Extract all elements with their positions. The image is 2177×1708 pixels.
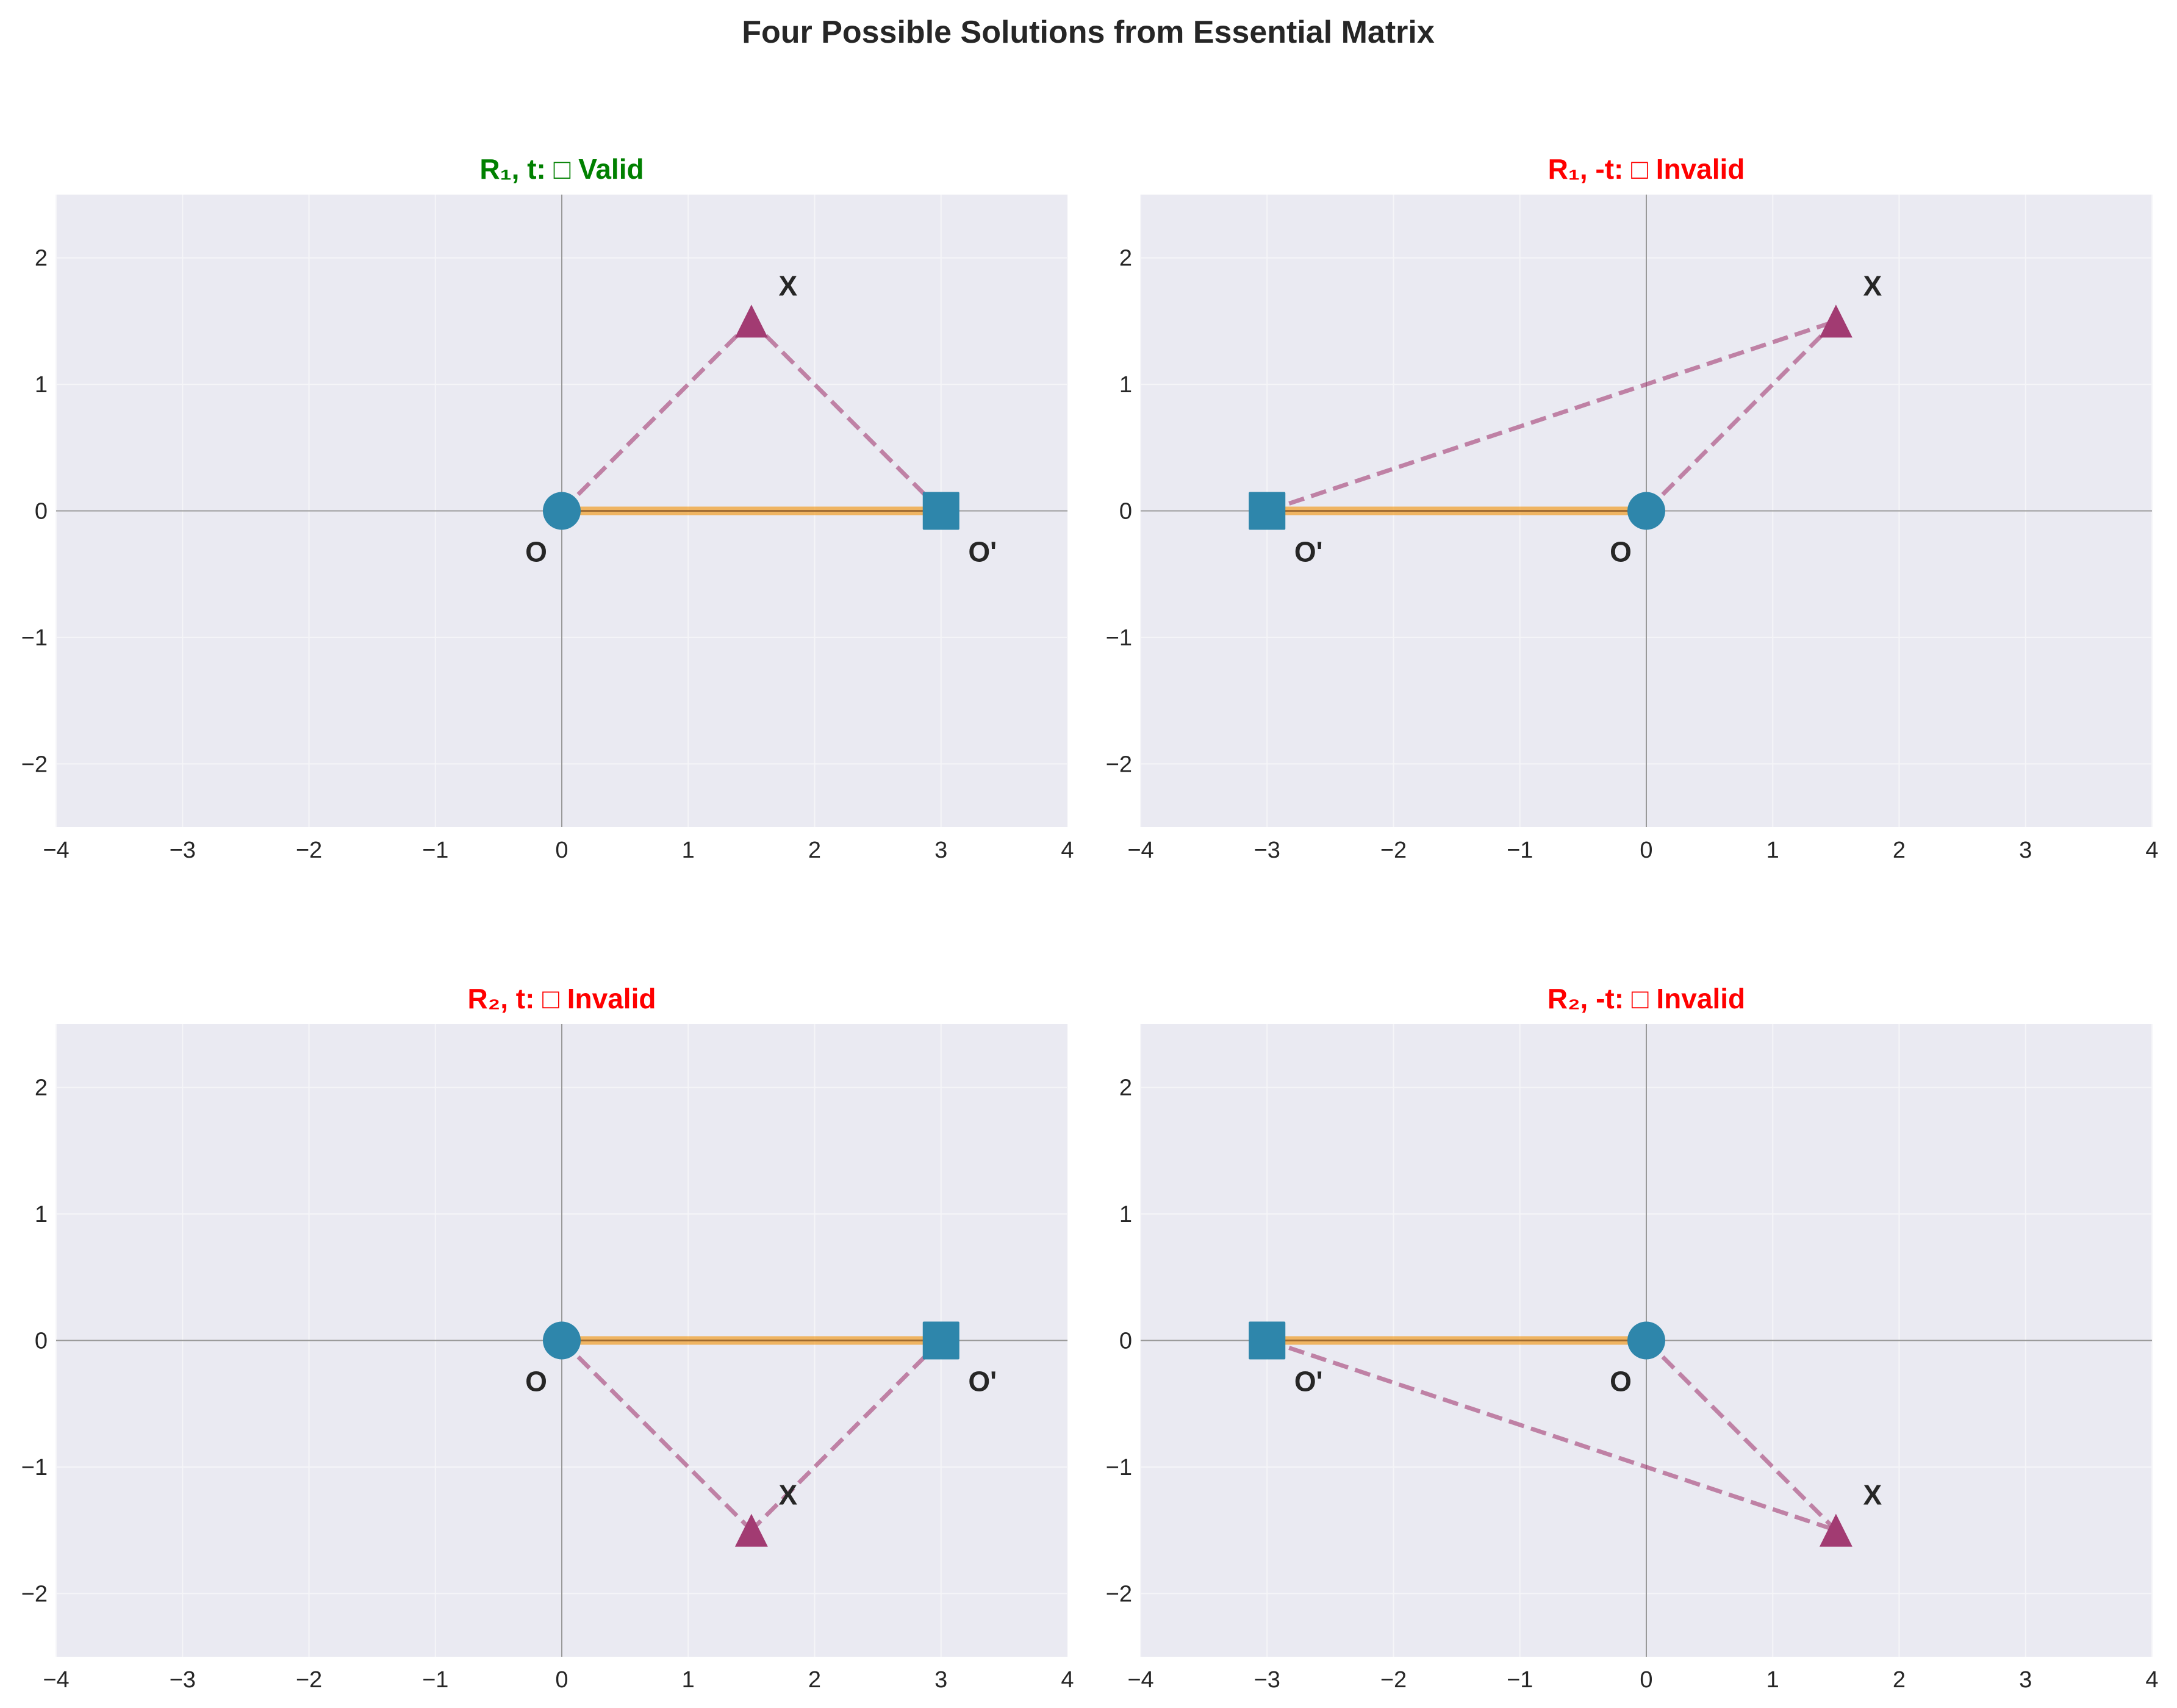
label-Oprime: O' xyxy=(968,536,997,568)
y-tick-label: −1 xyxy=(1106,625,1132,651)
ray-O-to-X xyxy=(1644,1339,1838,1532)
y-tick-label: −1 xyxy=(21,1455,48,1480)
y-tick-label: −1 xyxy=(1106,1455,1132,1480)
x-tick-label: −1 xyxy=(422,1667,448,1693)
y-tick-label: −1 xyxy=(21,625,48,651)
ray-O-to-X xyxy=(560,319,753,512)
x-tick-label: 2 xyxy=(1893,1667,1906,1693)
camera-Oprime-marker xyxy=(922,1321,959,1360)
y-tick-label: 2 xyxy=(35,1075,48,1101)
x-tick-label: 1 xyxy=(1766,1667,1779,1693)
label-O: O xyxy=(525,1366,547,1398)
point-X-marker xyxy=(734,304,768,338)
panel-4: −4 −3 −2 −1 0 1 2 3 4 −2 −1 0 1 2 R₂, -t: □ Invalid O O'… xyxy=(1106,983,2159,1693)
camera-O-marker xyxy=(543,492,581,530)
x-tick-label: 2 xyxy=(808,838,821,863)
label-O: O xyxy=(525,536,547,568)
y-tick-label: 1 xyxy=(35,372,48,398)
x-tick-label: 2 xyxy=(1893,838,1906,863)
x-tick-label: −3 xyxy=(170,838,196,863)
x-tick-label: −3 xyxy=(1254,1667,1280,1693)
y-tick-label: 1 xyxy=(35,1202,48,1227)
figure-title: Four Possible Solutions from Essential M… xyxy=(742,15,1435,50)
camera-O-marker xyxy=(1627,492,1665,530)
label-O: O xyxy=(1610,536,1632,568)
x-tick-label: 0 xyxy=(1640,838,1652,863)
x-tick-label: −3 xyxy=(1254,838,1280,863)
panel-title: R₁, t: □ Valid xyxy=(479,153,644,185)
x-tick-label: −2 xyxy=(296,1667,322,1693)
x-tick-label: 4 xyxy=(2145,838,2158,863)
point-X-marker xyxy=(734,1513,768,1547)
x-tick-label: −1 xyxy=(422,838,448,863)
camera-O-marker xyxy=(1627,1321,1665,1360)
ray-O-to-X xyxy=(1644,319,1838,512)
x-tick-label: −1 xyxy=(1507,838,1533,863)
x-tick-label: −4 xyxy=(1127,838,1153,863)
y-tick-label: 1 xyxy=(1119,372,1132,398)
camera-Oprime-marker xyxy=(1249,492,1286,530)
x-tick-label: 2 xyxy=(808,1667,821,1693)
x-tick-label: 4 xyxy=(1061,838,1074,863)
x-tick-label: −4 xyxy=(43,838,69,863)
panel-title: R₂, -t: □ Invalid xyxy=(1548,983,1745,1014)
x-tick-label: 3 xyxy=(934,1667,947,1693)
y-tick-label: 1 xyxy=(1119,1202,1132,1227)
x-tick-label: −2 xyxy=(1380,1667,1407,1693)
y-tick-label: 0 xyxy=(1119,1329,1132,1354)
y-tick-label: 0 xyxy=(35,499,48,525)
y-tick-label: 0 xyxy=(1119,499,1132,525)
label-X: X xyxy=(779,1479,798,1511)
x-tick-label: −2 xyxy=(1380,838,1407,863)
x-tick-label: 0 xyxy=(555,1667,568,1693)
point-X-marker xyxy=(1819,304,1852,338)
y-tick-label: 2 xyxy=(1119,246,1132,271)
y-tick-label: −2 xyxy=(1106,752,1132,777)
y-tick-label: −2 xyxy=(1106,1581,1132,1607)
label-X: X xyxy=(1863,1479,1882,1511)
panel-1: −4 −3 −2 −1 0 1 2 3 4 −2 −1 0 1 2 R₁, t: □ Valid O O' X xyxy=(21,153,1074,863)
x-tick-label: 3 xyxy=(934,838,947,863)
panel-3: −4 −3 −2 −1 0 1 2 3 4 −2 −1 0 1 2 R₂, t: □ Invalid O O' X xyxy=(21,983,1074,1693)
x-tick-label: 1 xyxy=(1766,838,1779,863)
ray-Oprime-to-X xyxy=(1266,1338,1837,1532)
camera-O-marker xyxy=(543,1321,581,1360)
panel-title: R₁, -t: □ Invalid xyxy=(1548,153,1745,185)
y-tick-label: 2 xyxy=(35,246,48,271)
x-tick-label: −4 xyxy=(43,1667,69,1693)
ray-Oprime-to-X xyxy=(750,319,943,512)
x-tick-label: 4 xyxy=(2145,1667,2158,1693)
x-tick-label: −1 xyxy=(1507,1667,1533,1693)
label-Oprime: O' xyxy=(1294,536,1323,568)
y-tick-label: 0 xyxy=(35,1329,48,1354)
panel-title: R₂, t: □ Invalid xyxy=(468,983,656,1014)
label-O: O xyxy=(1610,1366,1632,1398)
camera-Oprime-marker xyxy=(1249,1321,1286,1360)
x-tick-label: 3 xyxy=(2019,1667,2032,1693)
ray-Oprime-to-X xyxy=(1266,319,1837,513)
x-tick-label: 0 xyxy=(555,838,568,863)
label-X: X xyxy=(779,270,798,301)
x-tick-label: 1 xyxy=(682,838,695,863)
x-tick-label: 3 xyxy=(2019,838,2032,863)
y-tick-label: −2 xyxy=(21,1581,48,1607)
x-tick-label: 1 xyxy=(682,1667,695,1693)
x-tick-label: −2 xyxy=(296,838,322,863)
x-tick-label: −3 xyxy=(170,1667,196,1693)
x-tick-label: −4 xyxy=(1127,1667,1153,1693)
y-tick-label: −2 xyxy=(21,752,48,777)
camera-Oprime-marker xyxy=(922,492,959,530)
x-tick-label: 4 xyxy=(1061,1667,1074,1693)
point-X-marker xyxy=(1819,1513,1852,1547)
ray-Oprime-to-X xyxy=(750,1339,943,1532)
ray-O-to-X xyxy=(560,1339,753,1532)
label-Oprime: O' xyxy=(1294,1366,1323,1398)
y-tick-label: 2 xyxy=(1119,1075,1132,1101)
label-X: X xyxy=(1863,270,1882,301)
x-tick-label: 0 xyxy=(1640,1667,1652,1693)
panel-2: −4 −3 −2 −1 0 1 2 3 4 −2 −1 0 1 2 R₁, -t: □ Invalid O O'… xyxy=(1106,153,2159,863)
label-Oprime: O' xyxy=(968,1366,997,1398)
